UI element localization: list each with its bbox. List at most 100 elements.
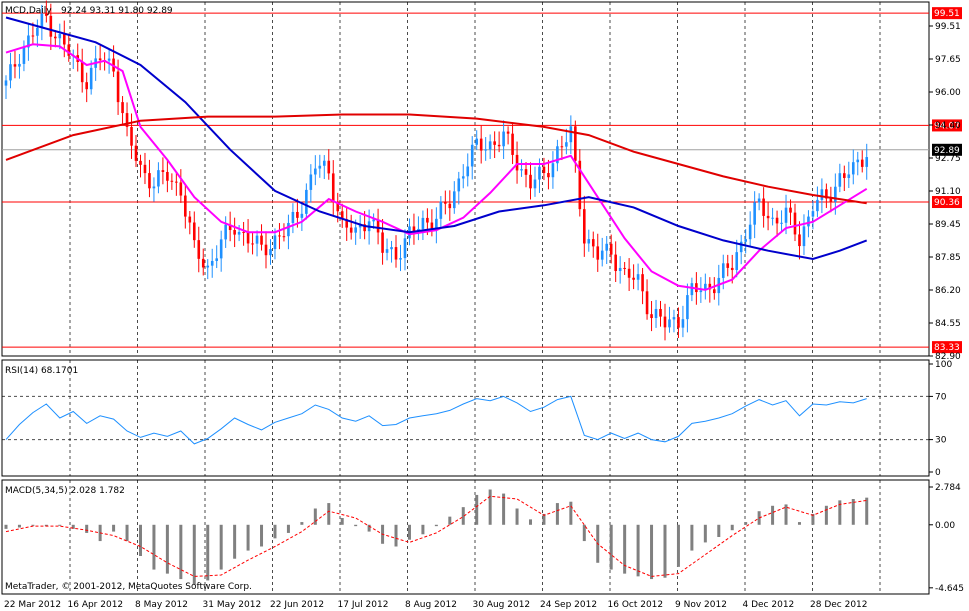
candle-body <box>327 160 331 174</box>
candle-body <box>457 178 461 192</box>
copyright-text: MetaTrader, © 2001-2012, MetaQuotes Soft… <box>5 582 252 592</box>
macd-histogram-bar <box>703 524 707 543</box>
candle-body <box>381 232 384 253</box>
candle-body <box>865 157 869 167</box>
candle-body <box>448 203 452 209</box>
candle-body <box>45 13 48 16</box>
panel-frame-1 <box>1 1 930 357</box>
horizontal-levels: 99.51 94.07 90.36 83.33 92.89 <box>2 7 962 354</box>
y-tick-label: 87.85 <box>935 253 961 263</box>
candle-body <box>762 198 765 216</box>
candle-body <box>484 149 487 151</box>
candle-body <box>331 173 335 203</box>
candle-body <box>587 239 591 244</box>
y-tick-label: 84.55 <box>935 319 961 329</box>
y-tick-label: 91.10 <box>935 187 961 197</box>
candle-body <box>184 195 187 217</box>
candle-body <box>287 222 290 237</box>
candle-body <box>515 154 519 171</box>
macd-histogram-bar <box>273 524 277 539</box>
candle-body <box>721 263 725 278</box>
candle-body <box>421 217 425 229</box>
macd-y-tick-label: 0.00 <box>935 521 955 531</box>
candle-body <box>838 173 842 187</box>
candle-body <box>291 211 295 223</box>
macd-histogram-bar <box>367 524 371 532</box>
candle-body <box>300 213 304 218</box>
level-label: 94.07 <box>934 121 960 131</box>
candle-body <box>713 289 716 294</box>
candle-body <box>574 126 577 161</box>
candle-body <box>672 317 676 320</box>
candle-body <box>179 182 183 196</box>
candle-body <box>757 198 761 203</box>
candle-body <box>860 159 864 167</box>
candle-body <box>278 235 281 237</box>
macd-histogram-bar <box>85 524 89 533</box>
macd-histogram-bar <box>192 524 196 585</box>
candle-body <box>452 191 456 209</box>
macd-histogram-bar <box>138 524 142 556</box>
candle-body <box>9 64 12 81</box>
x-tick-label: 8 May 2012 <box>135 600 188 610</box>
y-tick-label: 82.90 <box>935 352 961 362</box>
candle-body <box>273 235 277 250</box>
candle-body <box>470 144 474 167</box>
level-label-bg <box>932 341 962 354</box>
macd-histogram-bar <box>434 524 438 527</box>
macd-histogram-bar <box>744 522 748 525</box>
candle-body <box>22 47 26 64</box>
candle-body <box>170 180 174 182</box>
macd-histogram-bar <box>609 524 613 570</box>
candle-body <box>533 179 537 189</box>
x-tick-label: 28 Dec 2012 <box>810 600 868 610</box>
macd-histogram-bar <box>233 524 237 559</box>
candle-body <box>506 131 510 134</box>
candle-body <box>789 207 792 213</box>
candle-body <box>735 252 739 271</box>
candle-body <box>780 222 783 224</box>
candle-body <box>251 243 254 245</box>
candle-body <box>704 283 707 291</box>
x-tick-label: 8 Aug 2012 <box>405 600 457 610</box>
moving-average-line <box>5 43 868 291</box>
macd-histogram-bar <box>31 524 35 526</box>
macd-histogram-bar <box>811 513 815 525</box>
candle-body <box>668 319 671 328</box>
macd-histogram-bar <box>4 524 8 529</box>
rsi-y-tick-label: 0 <box>935 468 941 478</box>
macd-histogram-bar <box>555 503 559 525</box>
candle-body <box>744 239 747 242</box>
y-tick-label: 89.45 <box>935 220 961 230</box>
candle-body <box>623 267 626 269</box>
x-tick-label: 24 Sep 2012 <box>540 600 597 610</box>
candle-body <box>784 207 788 223</box>
x-tick-label: 31 May 2012 <box>203 600 262 610</box>
candle-body <box>390 247 393 250</box>
candle-body <box>31 35 35 37</box>
macd-histogram-bar <box>407 524 411 540</box>
candle-body <box>798 234 801 247</box>
macd-histogram-bar <box>300 522 304 525</box>
candle-body <box>206 265 210 268</box>
candle-body <box>27 35 30 48</box>
candle-body <box>394 247 398 260</box>
macd-histogram-bar <box>246 524 250 551</box>
candle-body <box>847 174 851 178</box>
candle-body <box>54 36 57 39</box>
candle-body <box>444 201 447 204</box>
candle-body <box>18 63 21 67</box>
candle-body <box>188 216 192 223</box>
panel-frame-2 <box>1 359 930 477</box>
candle-body <box>520 169 523 171</box>
candle-body <box>201 258 205 268</box>
level-label: 83.33 <box>934 343 960 353</box>
candle-body <box>296 211 299 218</box>
macd-histogram-bar <box>676 524 680 567</box>
macd-series <box>4 489 869 585</box>
candle-body <box>148 173 151 189</box>
x-tick-label: 17 Jul 2012 <box>338 600 389 610</box>
candle-body <box>807 216 810 227</box>
candle-body <box>820 189 824 200</box>
candle-body <box>349 227 353 233</box>
